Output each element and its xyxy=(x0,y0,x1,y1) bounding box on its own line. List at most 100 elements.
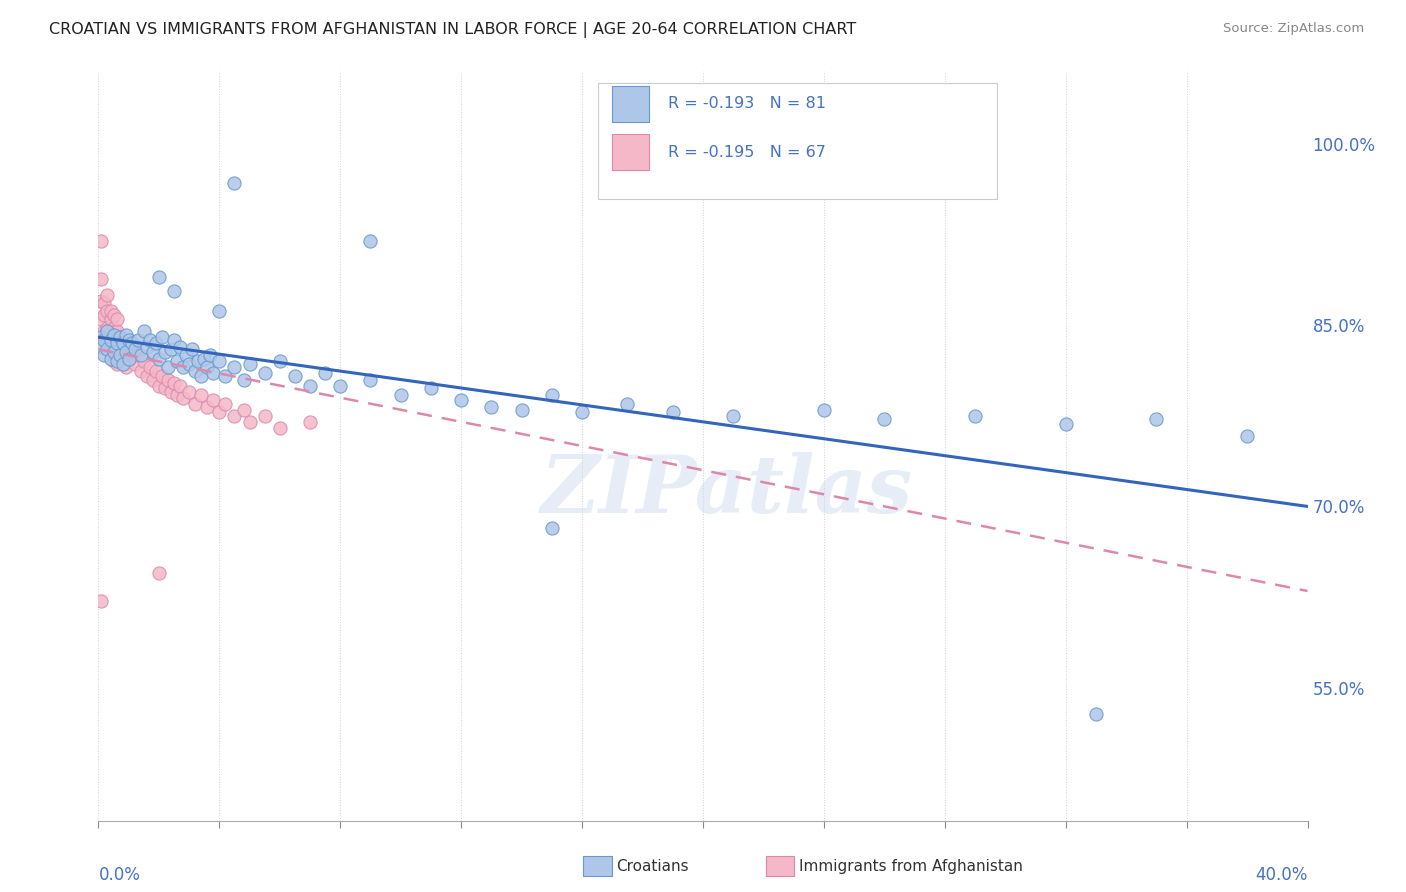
Text: R = -0.193   N = 81: R = -0.193 N = 81 xyxy=(668,96,825,112)
Point xyxy=(163,376,186,391)
Point xyxy=(105,354,128,368)
Text: Immigrants from Afghanistan: Immigrants from Afghanistan xyxy=(799,859,1022,873)
Point xyxy=(150,368,173,383)
Point xyxy=(200,348,222,362)
Point xyxy=(100,303,122,318)
Point xyxy=(481,401,503,415)
Point xyxy=(100,344,122,359)
Point xyxy=(163,333,186,347)
Point xyxy=(142,344,165,359)
Text: R = -0.195   N = 67: R = -0.195 N = 67 xyxy=(668,145,825,160)
Point xyxy=(103,354,125,368)
Point xyxy=(90,330,112,344)
Point xyxy=(389,388,412,402)
Point xyxy=(253,367,276,381)
Point xyxy=(96,343,118,357)
Point xyxy=(90,340,112,354)
Point xyxy=(450,393,472,408)
Point xyxy=(148,566,170,580)
Point xyxy=(153,344,176,359)
Point xyxy=(93,296,115,310)
Point xyxy=(96,303,118,318)
Point xyxy=(166,388,188,402)
Point xyxy=(124,343,146,357)
Point xyxy=(121,343,143,357)
Point xyxy=(202,393,225,408)
Point xyxy=(118,351,141,366)
Point xyxy=(299,378,322,392)
Point xyxy=(284,368,307,383)
Point xyxy=(169,340,191,354)
Point xyxy=(148,378,170,392)
Point xyxy=(129,348,152,362)
Point xyxy=(195,401,218,415)
Point xyxy=(90,593,112,607)
FancyBboxPatch shape xyxy=(598,83,997,199)
Point xyxy=(163,285,186,299)
Point xyxy=(127,348,149,362)
Point xyxy=(179,384,201,399)
Point xyxy=(420,381,443,395)
Point xyxy=(105,324,128,338)
Point xyxy=(148,351,170,366)
Point xyxy=(156,360,179,375)
Point xyxy=(108,330,131,344)
Point xyxy=(105,336,128,351)
Point xyxy=(195,360,218,375)
Point xyxy=(118,336,141,351)
Point xyxy=(118,333,141,347)
Point xyxy=(108,333,131,347)
Point xyxy=(145,364,167,378)
Point xyxy=(132,354,155,368)
Point xyxy=(100,330,122,344)
Point xyxy=(127,333,149,347)
Point xyxy=(93,348,115,362)
Point xyxy=(90,234,112,248)
Point xyxy=(214,368,236,383)
Point xyxy=(150,330,173,344)
Point xyxy=(190,388,212,402)
Point xyxy=(269,421,291,435)
Point xyxy=(214,397,236,411)
Point xyxy=(114,360,136,375)
Text: Croatians: Croatians xyxy=(616,859,689,873)
Point xyxy=(166,354,188,368)
Point xyxy=(111,340,134,354)
Point xyxy=(103,327,125,342)
Point xyxy=(184,364,207,378)
Point xyxy=(114,327,136,342)
Point xyxy=(142,372,165,386)
Point xyxy=(100,351,122,366)
Point xyxy=(184,397,207,411)
Point xyxy=(111,357,134,371)
Point xyxy=(114,344,136,359)
Point xyxy=(873,412,896,426)
Point xyxy=(510,402,533,417)
Point xyxy=(90,293,112,308)
Point xyxy=(224,409,246,423)
Point xyxy=(103,344,125,359)
Point xyxy=(232,372,254,386)
Point xyxy=(148,269,170,284)
Point xyxy=(208,405,231,419)
FancyBboxPatch shape xyxy=(613,86,648,121)
Point xyxy=(193,351,215,366)
Point xyxy=(224,360,246,375)
Point xyxy=(360,372,382,386)
Point xyxy=(114,344,136,359)
Text: ZIPatlas: ZIPatlas xyxy=(541,452,914,530)
Point xyxy=(105,343,128,357)
Point xyxy=(100,333,122,347)
Point xyxy=(299,415,322,429)
Text: 0.0%: 0.0% xyxy=(98,865,141,884)
Point xyxy=(124,357,146,371)
Point xyxy=(187,354,209,368)
Point xyxy=(121,336,143,351)
Point xyxy=(135,340,157,354)
Point xyxy=(202,367,225,381)
Point xyxy=(111,336,134,351)
Point xyxy=(360,234,382,248)
Point xyxy=(616,397,638,411)
Point xyxy=(1054,417,1077,432)
Text: CROATIAN VS IMMIGRANTS FROM AFGHANISTAN IN LABOR FORCE | AGE 20-64 CORRELATION C: CROATIAN VS IMMIGRANTS FROM AFGHANISTAN … xyxy=(49,22,856,38)
